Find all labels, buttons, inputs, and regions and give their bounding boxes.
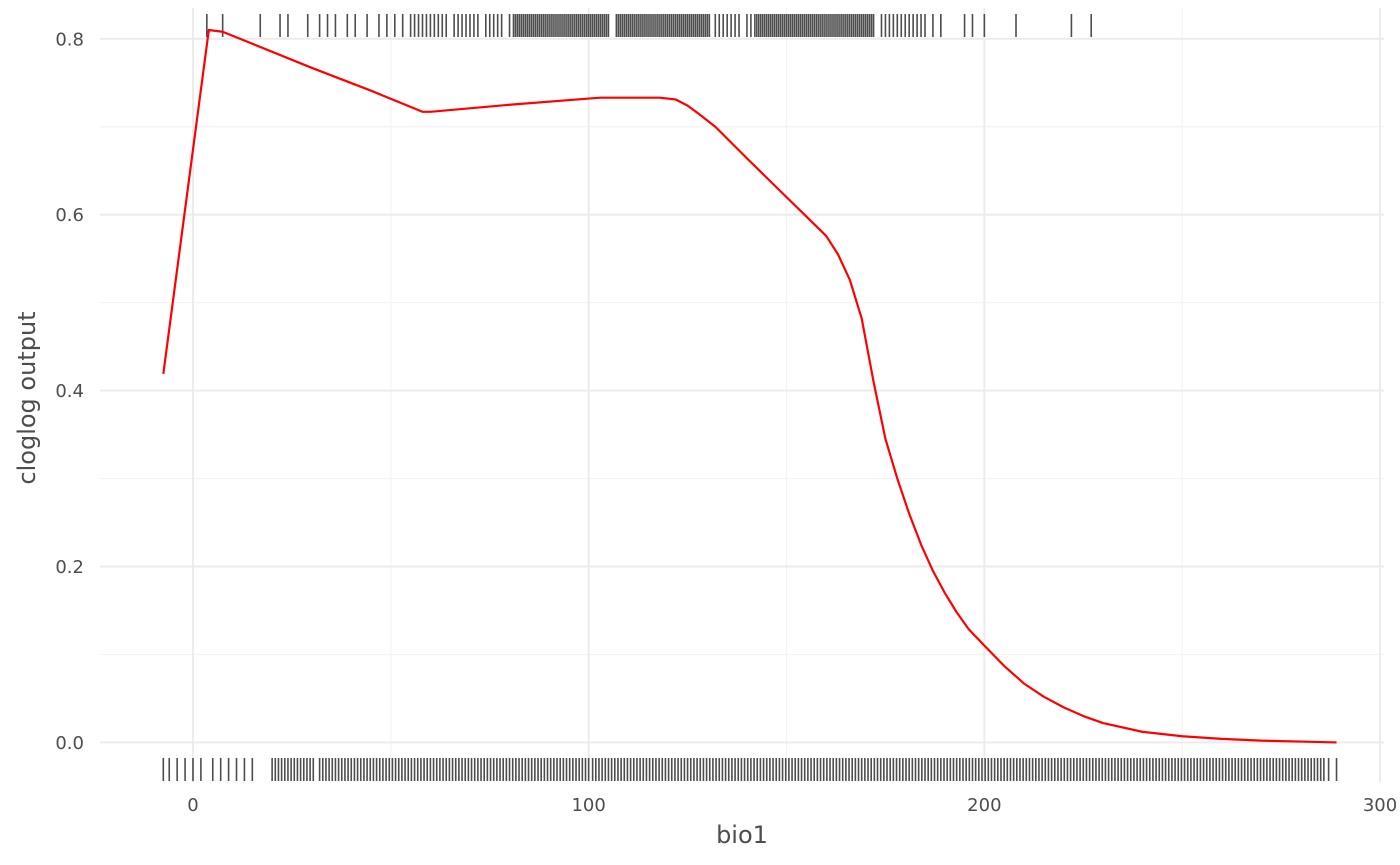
x-tick-label: 0 xyxy=(187,795,198,816)
y-tick-label: 0.6 xyxy=(55,205,84,226)
y-tick-label: 0.4 xyxy=(55,381,84,402)
rug-bottom xyxy=(162,758,1338,781)
x-tick-label: 300 xyxy=(1363,795,1397,816)
y-tick-label: 0.8 xyxy=(55,29,84,50)
y-tick-labels: 0.0 0.2 0.4 0.6 0.8 xyxy=(55,29,84,754)
series-lines xyxy=(162,28,1337,744)
y-tick-label: 0.2 xyxy=(55,557,84,578)
x-tick-label: 200 xyxy=(967,795,1001,816)
x-tick-label: 100 xyxy=(571,795,605,816)
response-curve-line xyxy=(162,28,1337,744)
gridlines xyxy=(100,8,1384,782)
x-axis-title: bio1 xyxy=(716,821,768,849)
y-tick-label: 0.0 xyxy=(55,733,84,754)
rug-top xyxy=(206,14,1092,37)
x-tick-labels: 0 100 200 300 xyxy=(187,795,1397,816)
y-axis-title: cloglog output xyxy=(13,311,41,484)
